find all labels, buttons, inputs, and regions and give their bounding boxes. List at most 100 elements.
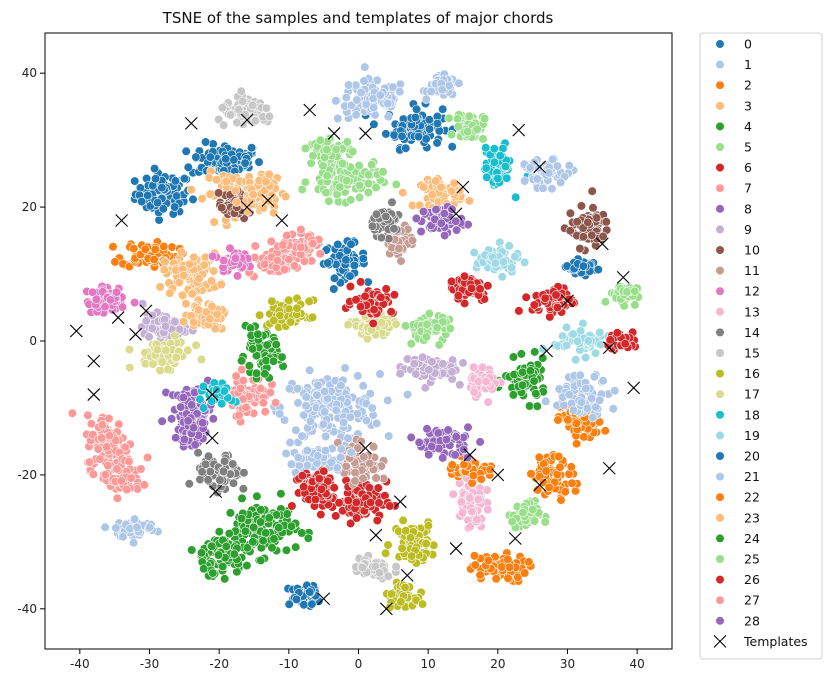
series-8-point — [418, 207, 429, 217]
series-28-point — [433, 428, 443, 438]
series-21-point — [589, 372, 600, 382]
series-7-point — [265, 387, 275, 398]
series-4-point — [261, 528, 271, 538]
series-1-point — [336, 381, 346, 391]
series-1-point — [426, 86, 436, 97]
series-3-point — [185, 259, 195, 269]
series-13-point — [458, 508, 468, 518]
series-5-point — [342, 176, 352, 186]
series-1-point — [356, 87, 366, 98]
series-0-point — [201, 137, 211, 147]
legend-marker — [715, 451, 725, 461]
series-28-point — [438, 453, 448, 463]
series-6-point — [521, 292, 531, 302]
x-tick-label: -40 — [70, 657, 90, 671]
series-3-point — [209, 217, 219, 227]
series-1-point — [293, 398, 303, 408]
series-22-point — [544, 482, 554, 492]
series-0-point — [188, 194, 198, 204]
series-7-point — [83, 410, 93, 420]
series-0-point — [179, 174, 189, 184]
legend-label: 24 — [744, 531, 760, 546]
series-1-point — [352, 95, 362, 105]
series-0-point — [381, 129, 391, 139]
x-tick-label: 40 — [630, 657, 645, 671]
series-25-point — [424, 309, 434, 319]
series-5-point — [354, 180, 365, 191]
series-2-point — [571, 439, 582, 449]
series-7-point — [279, 264, 290, 275]
series-5-point — [630, 286, 640, 296]
series-0-point — [183, 162, 193, 172]
series-24-point — [187, 545, 197, 555]
series-11-point — [359, 452, 369, 462]
series-19-point — [568, 329, 578, 339]
series-16-point — [267, 296, 277, 306]
series-7-point — [241, 402, 251, 413]
series-19-point — [490, 258, 501, 268]
series-27-point — [282, 231, 292, 241]
series-21-point — [286, 459, 297, 469]
series-6-point — [343, 495, 353, 506]
series-3-point — [398, 188, 408, 198]
series-4-point — [508, 352, 519, 362]
series-23-point — [261, 177, 271, 187]
series-23-point — [194, 305, 204, 315]
legend-label: 17 — [744, 387, 760, 402]
series-24-point — [271, 339, 281, 350]
series-1-point — [351, 110, 361, 120]
series-7-point — [96, 433, 107, 443]
series-25-point — [406, 339, 416, 349]
series-17-point — [191, 340, 201, 350]
series-21-point — [326, 457, 336, 467]
series-26-point — [310, 494, 321, 505]
series-0-point — [412, 104, 422, 114]
series-21-point — [336, 452, 346, 463]
series-21-point — [346, 447, 356, 457]
series-3-point — [189, 252, 199, 262]
series-5-point — [507, 517, 517, 527]
series-28-point — [463, 422, 473, 432]
legend-marker — [715, 410, 725, 420]
series-5-point — [321, 188, 331, 198]
series-9-point — [147, 323, 157, 334]
series-4-point — [282, 509, 292, 519]
series-7-point — [231, 371, 241, 381]
series-1-point — [384, 431, 394, 441]
series-7-point — [93, 444, 103, 454]
series-19-point — [561, 340, 572, 351]
series-9-point — [455, 380, 465, 390]
series-7-point — [97, 420, 108, 430]
series-26-point — [287, 501, 297, 511]
series-15-point — [219, 120, 229, 130]
series-27-point — [143, 452, 153, 463]
legend-label: 12 — [744, 284, 760, 299]
series-18-point — [481, 163, 491, 173]
series-21-point — [595, 395, 605, 405]
legend-marker — [715, 121, 725, 131]
series-0-point — [229, 155, 239, 165]
series-22-point — [467, 478, 477, 488]
series-1-point — [361, 416, 372, 426]
series-22-point — [560, 487, 570, 497]
series-20-point — [299, 600, 309, 610]
series-5-point — [378, 167, 388, 177]
series-2-point — [600, 426, 610, 436]
series-27-point — [100, 470, 110, 480]
series-3-point — [176, 247, 187, 257]
series-0-point — [254, 157, 264, 167]
legend-marker — [715, 616, 725, 626]
series-24-point — [268, 356, 279, 366]
series-6-point — [514, 306, 524, 316]
series-14-point — [387, 197, 397, 207]
series-4-points — [214, 347, 548, 573]
series-27-point — [136, 464, 146, 474]
series-12-point — [100, 302, 110, 312]
series-0-point — [432, 118, 443, 129]
series-19-point — [495, 237, 505, 247]
series-9-point — [161, 321, 171, 331]
series-1-point — [320, 386, 330, 397]
series-14-point — [215, 475, 225, 485]
series-14-point — [220, 456, 230, 466]
